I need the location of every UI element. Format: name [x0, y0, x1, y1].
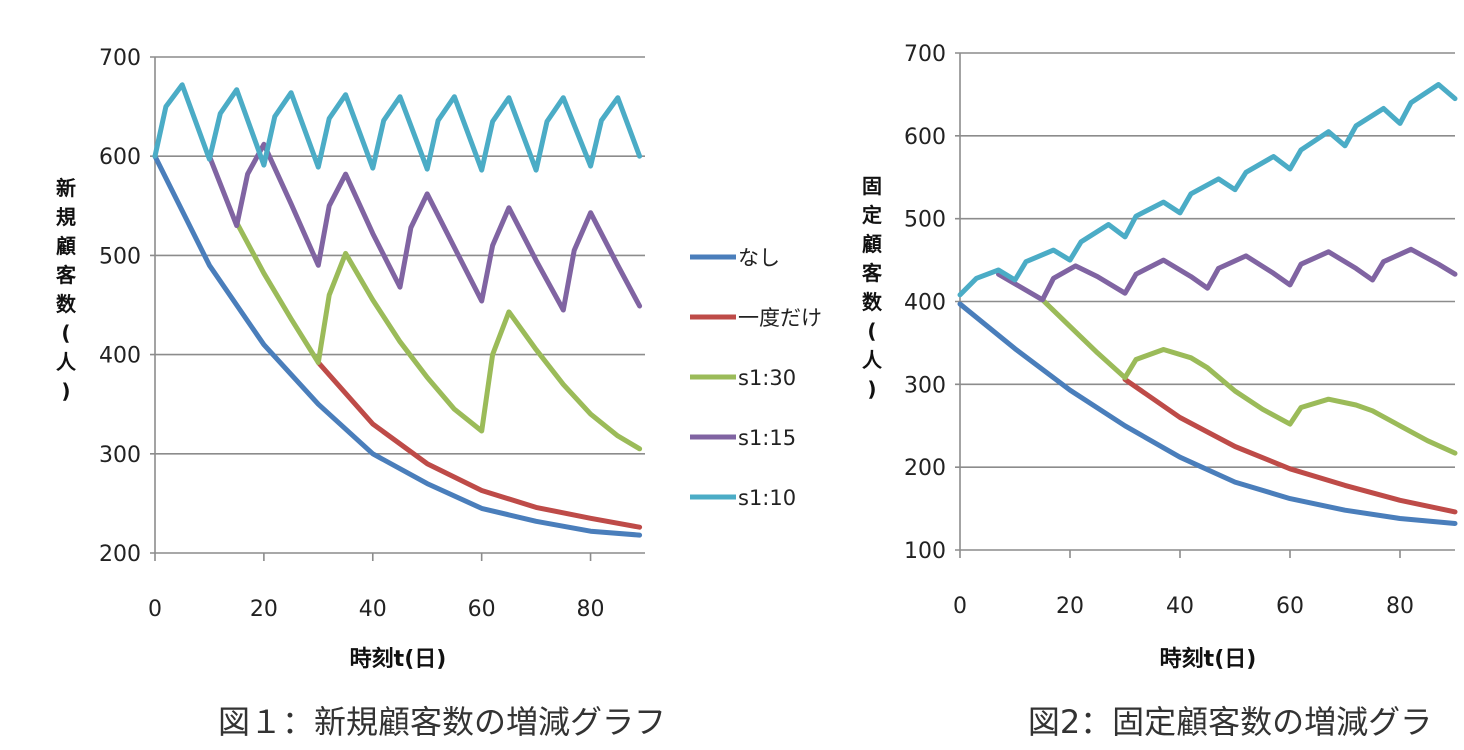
chart2-y-axis-label-char: 数 [862, 290, 883, 314]
chart1-y-axis-label-char: 規 [56, 205, 76, 229]
chart2-ytick-label: 200 [904, 456, 946, 481]
chart1-legend-label: 一度だけ [738, 306, 822, 330]
chart2: 100 200 300 400 500 600 700 0 20 40 60 80 時刻t(日) 固定顧客… [861, 42, 1458, 741]
chart1-series-line-3 [234, 220, 643, 452]
chart1-xtick-label: 60 [468, 597, 496, 622]
chart2-xtick-label: 60 [1276, 594, 1304, 619]
chart2-series-line-2 [1122, 376, 1458, 515]
chart1-y-axis-label: 新規顧客数 ( 人) [55, 176, 77, 403]
chart2-ytick-label: 500 [904, 208, 946, 233]
chart2-xtick-label: 20 [1056, 594, 1084, 619]
chart1-xtick-label: 40 [359, 597, 387, 622]
chart1-y-axis-label-char: 顧 [56, 234, 76, 258]
chart2-y-axis-label-char: 顧 [862, 232, 882, 256]
chart2-ytick-label: 400 [904, 291, 946, 316]
chart2-xtick-label: 80 [1386, 594, 1414, 619]
chart1-series-line-1 [152, 153, 643, 538]
chart2-y-axis-label-char: 定 [862, 203, 882, 227]
chart1-ytick-label: 400 [99, 344, 141, 369]
chart2-y-axis-label-char: 固 [862, 174, 882, 198]
chart2-y-axis-label-char: ) [867, 377, 876, 401]
chart1-xtick-label: 20 [250, 597, 278, 622]
chart2-ytick-label: 700 [904, 42, 946, 67]
chart1-y-axis-label-char: 新 [56, 176, 76, 200]
chart1: 200 300 400 500 600 700 0 20 40 60 80 時刻t(日) 新規顧客数 ( 人… [55, 46, 822, 741]
chart1-ytick-label: 300 [99, 443, 141, 468]
chart1-y-axis-label-char: ) [61, 379, 70, 403]
chart1-xtick-label: 0 [148, 597, 162, 622]
chart1-series-line-2 [315, 360, 643, 530]
chart1-series-line-4 [206, 141, 643, 313]
chart1-ytick-label: 700 [99, 46, 141, 71]
chart1-ytick-label: 200 [99, 542, 141, 567]
chart2-series-line-4 [996, 246, 1458, 303]
chart1-y-axis-label-char: 数 [56, 292, 77, 316]
chart2-y-axis-label-char: 人 [862, 348, 883, 372]
chart1-x-axis-label: 時刻t(日) [350, 646, 447, 672]
chart1-ytick-label: 500 [99, 244, 141, 269]
chart1-y-axis-label-char: 人 [56, 350, 77, 374]
chart1-xtick-label: 80 [577, 597, 605, 622]
chart1-title: 図１：新規顧客数の増減グラフ [218, 703, 666, 741]
chart2-xtick-label: 0 [953, 594, 967, 619]
chart1-legend-label: s1:15 [738, 426, 796, 450]
chart1-y-axis-label-char: 客 [55, 263, 77, 287]
chart1-ytick-label: 600 [99, 145, 141, 170]
chart2-series-line-3 [1040, 297, 1458, 456]
chart1-legend-label: s1:30 [738, 366, 796, 390]
chart2-ytick-label: 300 [904, 373, 946, 398]
chart1-series-line-5 [152, 82, 643, 173]
chart2-title: 図2：固定顧客数の増減グラ [1028, 703, 1432, 741]
chart2-y-axis-label-char: 客 [861, 261, 883, 285]
chart2-y-axis-label-char: ( [867, 319, 876, 343]
chart1-legend-label: s1:10 [738, 486, 796, 510]
chart2-y-axis-label: 固定顧客数 ( 人) [861, 174, 883, 401]
chart1-y-axis-label-char: ( [61, 321, 70, 345]
chart2-xtick-label: 40 [1166, 594, 1194, 619]
chart2-ytick-label: 600 [904, 125, 946, 150]
chart2-x-axis-label: 時刻t(日) [1160, 646, 1257, 672]
chart1-legend-label: なし [738, 246, 780, 270]
chart2-series-line-1 [957, 301, 1458, 526]
chart2-series-line-5 [957, 82, 1458, 298]
chart2-ytick-label: 100 [904, 539, 946, 564]
